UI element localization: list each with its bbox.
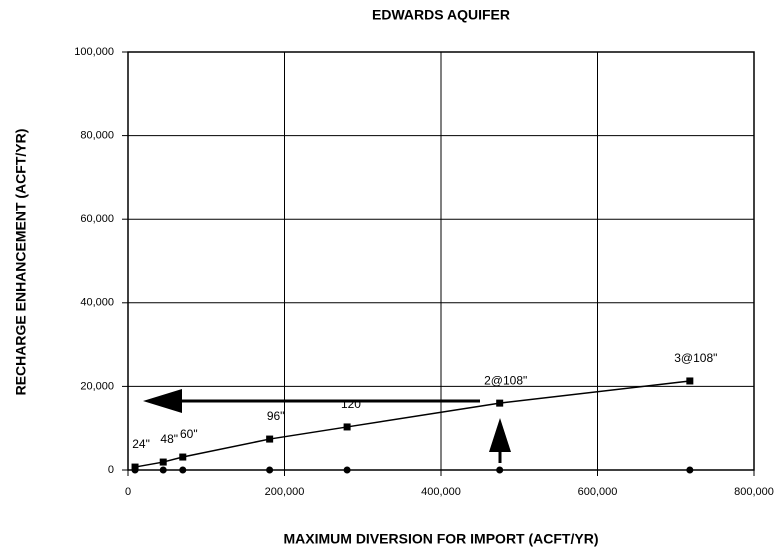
y-tick-label: 20,000 (80, 380, 114, 392)
y-tick-label: 100,000 (74, 46, 114, 58)
chart-title: EDWARDS AQUIFER (372, 7, 510, 23)
point-label: 2@108" (484, 373, 527, 387)
point-marker (496, 399, 504, 407)
y-tick-label: 0 (108, 464, 114, 476)
point-label: 60" (180, 427, 198, 441)
point-marker (131, 466, 139, 474)
point-marker (159, 458, 167, 466)
point-marker (496, 466, 504, 474)
point-label: 120" (341, 397, 365, 411)
x-tick-label: 800,000 (734, 486, 774, 498)
series-line (134, 380, 690, 468)
point-marker (686, 377, 694, 385)
x-axis-label: MAXIMUM DIVERSION FOR IMPORT (ACFT/YR) (284, 531, 599, 547)
y-tick-label: 40,000 (80, 297, 114, 309)
point-label: 24" (132, 437, 150, 451)
point-marker (179, 466, 187, 474)
plot-frame (127, 51, 755, 471)
point-label: 96" (267, 409, 285, 423)
point-marker (266, 435, 274, 443)
x-tick-label: 200,000 (265, 486, 305, 498)
y-tick-label: 60,000 (80, 213, 114, 225)
y-tick-label: 80,000 (80, 130, 114, 142)
x-tick-label: 400,000 (421, 486, 461, 498)
point-marker (343, 466, 351, 474)
y-axis-label: RECHARGE ENHANCEMENT (ACFT/YR) (13, 129, 29, 396)
point-label: 3@108" (674, 351, 717, 365)
annotation-arrows (143, 389, 511, 463)
point-marker (686, 466, 694, 474)
point-marker (343, 423, 351, 431)
x-tick-label: 600,000 (578, 486, 618, 498)
x-tick-label: 0 (125, 486, 131, 498)
vertical-arrow-head (489, 418, 511, 452)
horizontal-arrow-head (143, 389, 182, 413)
point-label: 48" (160, 432, 178, 446)
point-marker (159, 466, 167, 474)
point-marker (179, 453, 187, 461)
point-marker (266, 466, 274, 474)
